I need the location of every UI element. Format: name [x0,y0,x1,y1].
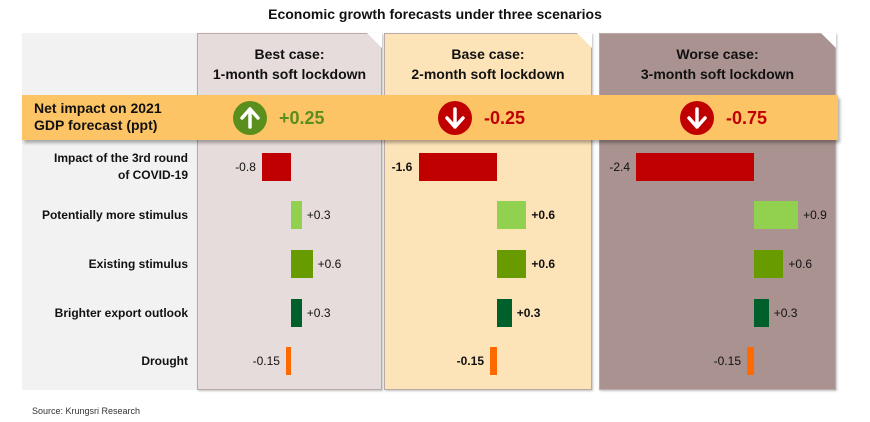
scenario-header-line1: Worse case: [676,46,759,62]
category-label: Impact of the 3rd round of COVID-19 [54,150,188,184]
panel-corner-cut [821,33,836,48]
scenario-header-worse: Worse case: 3-month soft lockdown [600,44,835,84]
panel-corner-cut [577,33,592,48]
scenario-header-line2: 2-month soft lockdown [411,66,565,82]
panel-corner-cut [367,33,382,48]
net-impact-value: +0.25 [279,107,325,128]
category-label-line: Brighter export outlook [54,305,188,320]
data-label: +0.6 [788,257,813,271]
bar-base-0 [418,153,497,181]
net-impact-value: -0.75 [726,107,768,128]
data-label: +0.6 [531,257,556,271]
data-label: +0.3 [773,306,798,320]
bar-best-1 [291,201,302,229]
bar-base-1 [497,201,527,229]
net-impact-band: Net impact on 2021 GDP forecast (ppt) +0… [22,95,838,140]
scenario-header-line2: 1-month soft lockdown [212,66,367,82]
data-label: +0.3 [306,208,331,222]
scenario-header-best: Best case: 1-month soft lockdown [198,44,381,84]
net-impact-best: +0.25 [233,100,325,136]
category-label: Potentially more stimulus [42,207,188,224]
bar-base-4 [489,347,497,375]
data-label: -0.8 [235,160,256,174]
category-label: Existing stimulus [89,256,188,273]
arrow-up-icon [233,101,267,135]
net-impact-label-line1: Net impact on 2021 [34,100,162,116]
net-impact-worse: -0.75 [680,100,767,136]
bar-worse-1 [754,201,799,229]
bar-worse-0 [636,153,754,181]
bar-best-0 [262,153,291,181]
bar-base-3 [497,299,512,327]
category-label-line: Potentially more stimulus [41,207,188,222]
net-impact-value: -0.25 [484,107,526,128]
data-label: +0.3 [306,306,331,320]
data-label: +0.9 [803,208,827,222]
data-label: -2.4 [609,160,631,174]
data-label: +0.3 [516,306,541,320]
category-label-line: of COVID-19 [117,168,188,182]
data-label: -0.15 [456,354,484,368]
bar-best-4 [285,347,291,375]
data-label: -1.6 [391,160,413,174]
source-note: Source: Krungsri Research [32,406,141,416]
arrow-down-icon [680,101,714,135]
category-label: Brighter export outlook [55,305,188,322]
bar-worse-4 [746,347,754,375]
net-impact-label-line2: GDP forecast (ppt) [34,117,158,133]
label-column-background [22,33,197,390]
scenario-header-line1: Base case: [451,46,525,62]
scenario-panel-best: Best case: 1-month soft lockdown [197,33,382,390]
bar-best-3 [291,299,302,327]
category-label-line: Drought [141,353,188,368]
bar-worse-3 [754,299,769,327]
data-label: +0.6 [317,257,342,271]
arrow-down-icon [438,101,472,135]
data-label: -0.15 [713,354,741,368]
scenario-panel-base: Base case: 2-month soft lockdown [384,33,592,390]
category-label-line: Impact of the 3rd round [53,151,188,165]
net-impact-label: Net impact on 2021 GDP forecast (ppt) [34,100,162,134]
data-label: +0.6 [531,208,556,222]
category-label-line: Existing stimulus [88,256,188,271]
category-label: Drought [141,353,188,370]
scenario-header-line2: 3-month soft lockdown [640,66,795,82]
chart-title: Economic growth forecasts under three sc… [268,6,602,22]
data-label: -0.15 [252,354,280,368]
scenario-panel-worse: Worse case: 3-month soft lockdown [599,33,836,390]
scenario-header-line1: Best case: [254,46,325,62]
scenario-header-base: Base case: 2-month soft lockdown [385,44,591,84]
bar-worse-2 [754,250,784,278]
net-impact-base: -0.25 [438,100,525,136]
bar-best-2 [291,250,313,278]
bar-base-2 [497,250,527,278]
